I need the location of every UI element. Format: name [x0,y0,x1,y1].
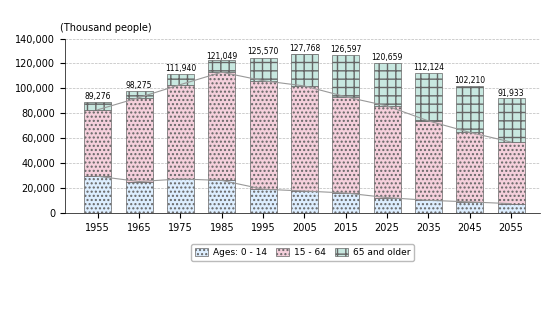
Bar [291,191,318,213]
Bar [498,204,524,213]
Text: 120,659: 120,659 [371,53,403,62]
Bar [250,189,276,213]
Legend: Ages: 0 - 14, 15 - 64, 65 and older: Ages: 0 - 14, 15 - 64, 65 and older [191,244,414,261]
Bar [125,90,153,98]
Bar [415,200,442,213]
Text: 126,597: 126,597 [330,45,361,54]
Bar [291,54,318,86]
Bar [415,121,442,200]
Text: 98,275: 98,275 [126,81,153,90]
Bar [125,98,153,181]
Bar [250,58,276,81]
Bar [456,86,483,132]
Text: 102,210: 102,210 [454,76,485,85]
Text: 127,768: 127,768 [289,44,320,53]
Bar [332,55,359,97]
Bar [167,74,194,85]
Bar [167,85,194,179]
Bar [125,181,153,213]
Bar [332,97,359,193]
Bar [250,81,276,189]
Text: 89,276: 89,276 [84,92,111,101]
Bar [374,106,401,198]
Bar [84,176,111,213]
Text: 121,049: 121,049 [206,52,238,61]
Bar [374,198,401,213]
Bar [374,63,401,106]
Bar [415,73,442,121]
Bar [291,86,318,191]
Text: 91,933: 91,933 [498,89,524,98]
Bar [84,102,111,110]
Bar [456,202,483,213]
Text: 112,124: 112,124 [413,63,444,72]
Bar [498,142,524,204]
Bar [167,179,194,213]
Text: (Thousand people): (Thousand people) [60,23,152,33]
Bar [456,132,483,202]
Text: 125,570: 125,570 [248,47,279,56]
Bar [84,110,111,176]
Bar [332,193,359,213]
Bar [208,72,235,180]
Bar [208,180,235,213]
Text: 111,940: 111,940 [165,64,196,73]
Bar [498,98,524,142]
Bar [208,60,235,72]
